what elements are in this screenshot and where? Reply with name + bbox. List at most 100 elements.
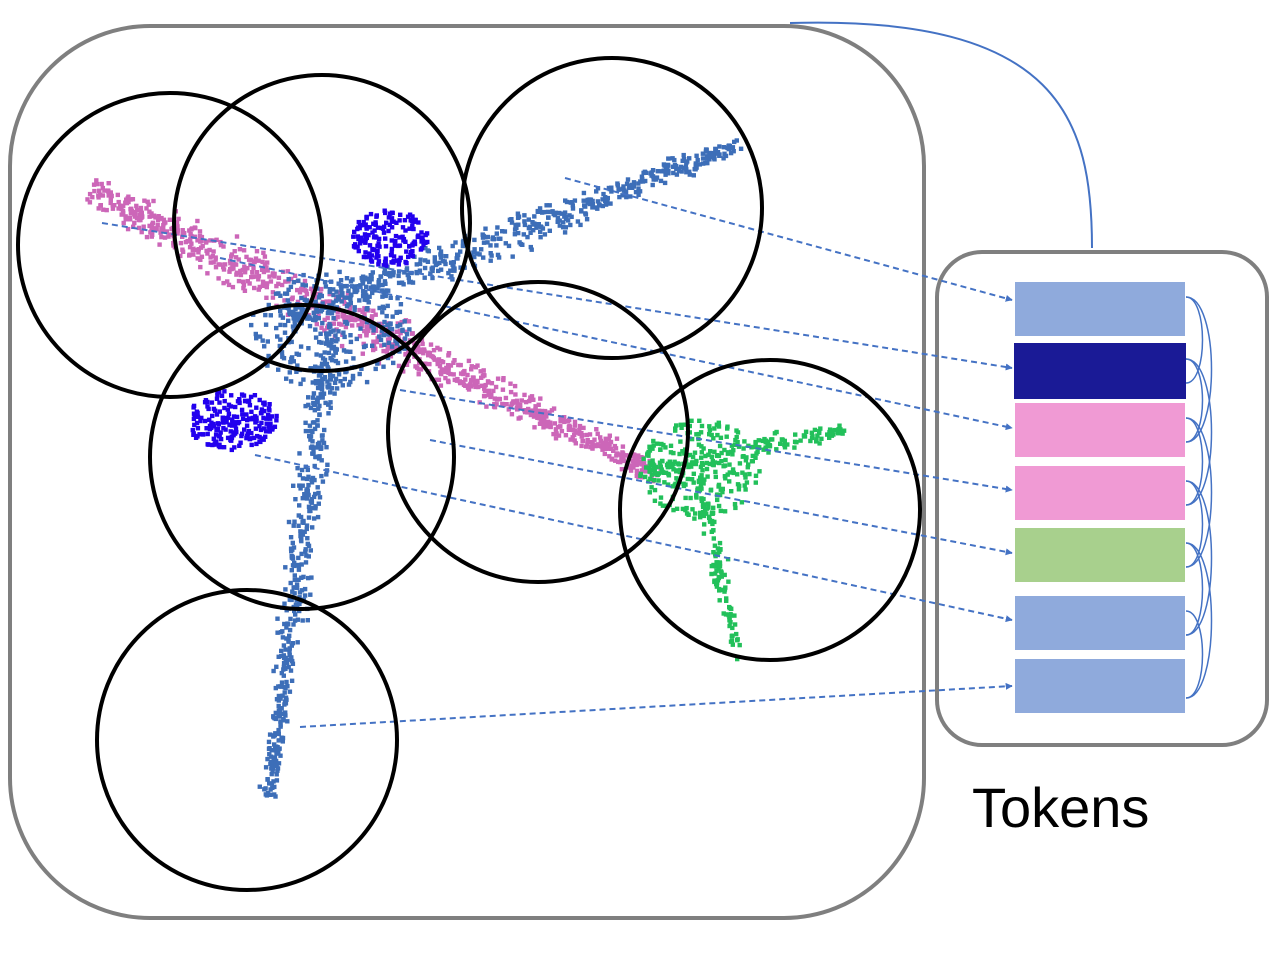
fuselage-point [251, 265, 256, 270]
fuselage-point [416, 372, 421, 377]
wing-point [335, 294, 341, 299]
wing-point [287, 370, 292, 375]
wing-point [687, 172, 692, 177]
tail-point [836, 427, 841, 432]
tail-point [709, 571, 714, 577]
fuselage-point [401, 369, 406, 374]
tail-point [730, 633, 735, 638]
wing-point [298, 529, 303, 534]
engine-point [240, 416, 246, 421]
fuselage-point [437, 359, 442, 364]
tail-point [732, 613, 737, 618]
tail-point [725, 557, 731, 562]
wing-point [318, 353, 324, 358]
tail-point [663, 445, 668, 450]
wing-point [320, 377, 325, 382]
wing-point [717, 144, 722, 149]
fuselage-point [436, 377, 442, 382]
fuselage-point [577, 427, 582, 433]
engine-point [245, 431, 250, 436]
wing-point [584, 217, 590, 222]
fuselage-point [264, 281, 270, 286]
wing-point [324, 334, 329, 339]
wing-point [676, 168, 682, 173]
wing-point [728, 150, 734, 156]
wing-point [317, 412, 322, 418]
wing-point [300, 496, 305, 501]
wing-point [297, 483, 302, 488]
wing-point [369, 277, 374, 282]
engine-point [425, 239, 430, 245]
wing-point [299, 308, 304, 314]
wing-point [604, 201, 609, 206]
wing-point [303, 428, 309, 434]
wing-point [273, 758, 279, 764]
fuselage-point [100, 193, 106, 198]
wing-point [711, 155, 717, 161]
tail-point [694, 432, 699, 437]
fuselage-point [442, 368, 447, 373]
tail-point [702, 522, 707, 527]
tail-point [746, 462, 751, 467]
tail-point [715, 497, 720, 503]
fuselage-point [97, 188, 102, 193]
engine-point [375, 253, 380, 258]
fuselage-point [429, 353, 434, 359]
engine-point [367, 251, 372, 256]
wing-point [311, 310, 316, 315]
fuselage-point [335, 310, 340, 315]
tail-point [729, 449, 734, 455]
wing-point [481, 240, 487, 245]
engine-point [410, 214, 415, 219]
wing-point [537, 206, 543, 211]
wing-point [323, 284, 329, 289]
fuselage-point [292, 273, 298, 278]
tail-point [717, 460, 722, 466]
fuselage-point [213, 255, 218, 260]
wing-point [628, 194, 633, 199]
wing-point [348, 296, 353, 302]
wing-point [300, 476, 306, 481]
wing-point [360, 289, 366, 294]
wing-point [312, 477, 317, 483]
fuselage-point [348, 315, 353, 320]
engine-point [389, 246, 395, 252]
fuselage-point [522, 392, 527, 398]
fuselage-point [412, 341, 417, 346]
tail-point [678, 439, 683, 444]
tail-point [737, 483, 742, 488]
engine-point [263, 434, 268, 439]
tail-point [714, 584, 720, 589]
tail-point [644, 465, 649, 470]
engine-point [228, 404, 234, 409]
wing-point [299, 295, 304, 301]
engine-point [386, 228, 391, 234]
wing-point [288, 668, 294, 673]
tail-point [815, 433, 820, 438]
fuselage-point [159, 215, 164, 221]
fuselage-point [221, 280, 226, 286]
engine-point [249, 442, 254, 448]
engine-point [214, 412, 220, 417]
wing-point [282, 690, 287, 695]
engine-point [202, 418, 208, 424]
wing-point [325, 310, 331, 316]
wing-point [308, 366, 313, 371]
fuselage-point [175, 224, 180, 229]
wing-point [359, 275, 364, 281]
engine-point [407, 226, 412, 231]
engine-point [244, 412, 249, 417]
wing-point [288, 546, 294, 551]
tail-point [716, 503, 722, 509]
fuselage-point [639, 455, 644, 460]
fuselage-point [426, 353, 431, 358]
fuselage-point [528, 412, 534, 418]
engine-point [192, 422, 197, 428]
engine-point [401, 236, 407, 242]
fuselage-point [159, 234, 164, 240]
fuselage-point [102, 188, 107, 193]
wing-point [254, 336, 259, 341]
engine-point [397, 218, 402, 223]
wing-point [290, 310, 295, 316]
fuselage-point [138, 205, 144, 211]
